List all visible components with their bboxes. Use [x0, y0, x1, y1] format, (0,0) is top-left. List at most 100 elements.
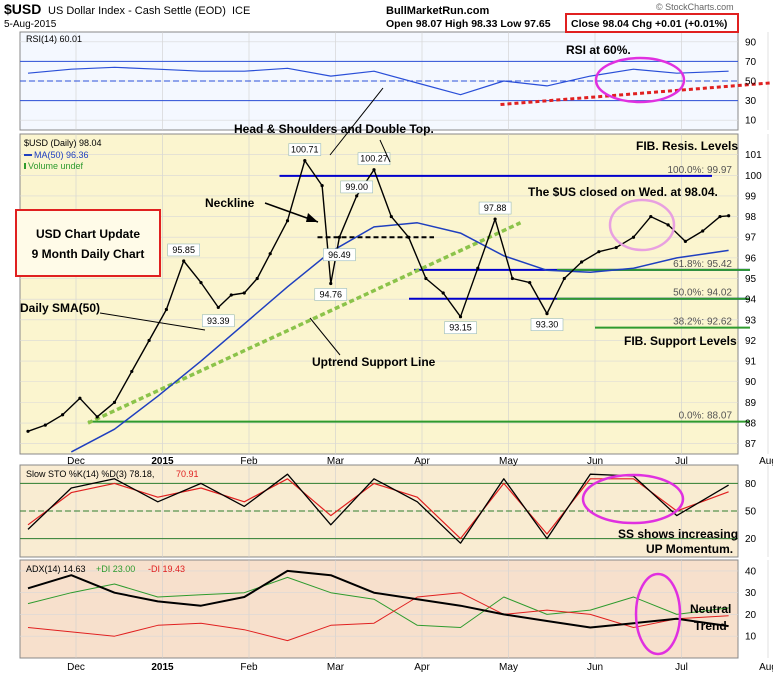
- price-tick-label: 89: [745, 398, 757, 409]
- price-point: [112, 400, 117, 404]
- price-circle: [608, 198, 676, 252]
- price-tick-label: 97: [745, 233, 757, 244]
- price-point: [493, 217, 497, 221]
- adx-tick-label: 20: [745, 610, 757, 621]
- rsi-tick-label: 30: [745, 96, 757, 107]
- price-point: [631, 235, 636, 239]
- price-label-box: [530, 318, 564, 331]
- price-tick-label: 99: [745, 191, 757, 202]
- price-point: [43, 423, 47, 427]
- price-point: [61, 413, 65, 417]
- price-point: [545, 312, 549, 316]
- price-label-box: [314, 288, 348, 301]
- header-date: 5-Aug-2015: [4, 19, 57, 30]
- adx-tick-label: 40: [745, 566, 757, 577]
- price-point: [78, 396, 82, 400]
- price-point: [614, 245, 618, 250]
- price-label: 100.71: [291, 145, 319, 155]
- price-point: [182, 259, 186, 263]
- price-point: [355, 194, 359, 198]
- month-tick-label: 2015: [151, 662, 174, 673]
- stoch-annotation-1: SS shows increasing: [618, 527, 738, 541]
- site-name: BullMarketRun.com: [386, 5, 490, 17]
- price-label: 94.76: [319, 289, 342, 299]
- price-point: [242, 291, 246, 295]
- price-tick-label: 101: [745, 150, 762, 161]
- month-tick-label: Apr: [414, 456, 430, 467]
- month-tick-label: 2015: [151, 456, 174, 467]
- month-tick-label: Feb: [240, 662, 258, 673]
- stoch-annotation-2: UP Momentum.: [646, 542, 733, 556]
- rsi-tick-label: 70: [745, 57, 757, 68]
- marks-layer: Dec Dec 2015 2015 Feb Feb Mar Mar Apr Apr May May Ju…: [67, 37, 773, 673]
- head-shoulders-annotation: Head & Shoulders and Double Top.: [234, 122, 434, 136]
- stoch-circle: [581, 473, 685, 525]
- legend-symbol: $USD (Daily) 98.04: [24, 138, 102, 148]
- adx-tick-label: 30: [745, 588, 757, 599]
- hs-leader-1: [329, 87, 384, 156]
- price-label-box: [167, 243, 200, 257]
- price-point: [441, 291, 445, 295]
- price-label: 99.00: [345, 182, 368, 192]
- adx-tick-label: 10: [745, 632, 757, 643]
- stoch-tick-label: 20: [745, 534, 757, 545]
- price-point: [476, 266, 480, 270]
- price-point: [683, 239, 688, 243]
- index-name: US Dollar Index - Cash Settle (EOD): [48, 5, 226, 17]
- price-point: [701, 229, 705, 233]
- price-point: [130, 369, 134, 374]
- price-label-box: [323, 248, 356, 262]
- month-tick-label: Apr: [414, 662, 430, 673]
- price-label-box: [202, 314, 235, 328]
- neckline-arrow-icon: [306, 213, 318, 222]
- watermark: © StockCharts.com: [656, 2, 734, 12]
- month-tick-label: Jul: [675, 662, 688, 673]
- price-point: [147, 338, 151, 343]
- price-point: [649, 214, 653, 219]
- price-point: [580, 260, 584, 264]
- month-tick-label: Aug: [759, 662, 773, 673]
- month-tick-label: May: [499, 456, 518, 467]
- ticker: $USD: [4, 1, 41, 17]
- price-label-box: [357, 152, 391, 166]
- rsi-label: RSI(14) 60.01: [26, 34, 82, 44]
- stoch-tick-label: 50: [745, 507, 757, 518]
- price-label: 93.30: [536, 320, 559, 330]
- fib-label: 100.0%: 99.97: [668, 165, 733, 176]
- exchange: ICE: [232, 5, 250, 17]
- price-point: [407, 235, 411, 239]
- callout-box: [15, 209, 161, 277]
- pdi-label: +DI 23.00: [96, 564, 135, 574]
- price-point: [320, 184, 324, 188]
- price-point: [303, 159, 307, 163]
- price-point: [199, 281, 203, 285]
- rsi-tick-label: 90: [745, 37, 757, 48]
- price-tick-label: 90: [745, 377, 757, 388]
- adx-annotation-1: Neutral: [690, 602, 731, 616]
- fib-levels: [87, 81, 771, 425]
- price-label: 96.49: [328, 250, 351, 260]
- fib-resis-annotation: FIB. Resis. Levels: [636, 139, 738, 153]
- price-label: 97.88: [484, 203, 507, 213]
- price-point: [718, 214, 722, 219]
- price-tick-label: 88: [745, 419, 757, 430]
- rsi-tick-label: 50: [745, 77, 757, 88]
- price-point: [255, 276, 259, 281]
- price-point: [424, 276, 428, 281]
- legend-ma-swatch: [24, 154, 32, 156]
- price-label-box: [340, 180, 374, 194]
- price-label: 93.15: [449, 323, 472, 333]
- price-point: [337, 235, 341, 239]
- price-point: [164, 307, 168, 312]
- price-point: [562, 276, 566, 281]
- price-tick-label: 95: [745, 274, 757, 285]
- adx-line: [27, 569, 729, 629]
- price-label: 93.39: [207, 316, 230, 326]
- rsi-annotation: RSI at 60%.: [566, 43, 631, 57]
- price-point: [727, 214, 731, 218]
- price-point: [510, 276, 514, 281]
- month-tick-label: Jun: [587, 456, 603, 467]
- pdi-line: [27, 576, 729, 628]
